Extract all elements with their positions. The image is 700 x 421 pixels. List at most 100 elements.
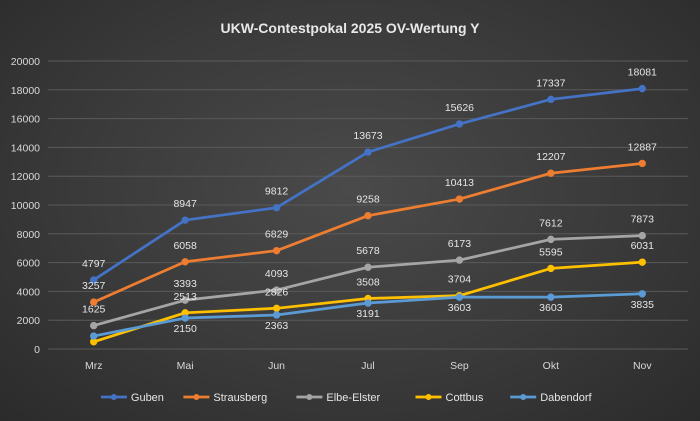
data-label: 7873 (631, 214, 655, 226)
y-tick-label: 14000 (11, 142, 40, 154)
y-tick-label: 0 (34, 344, 40, 356)
legend-marker (306, 394, 313, 400)
data-point-dabendorf (181, 314, 189, 322)
data-point-dabendorf (90, 332, 98, 340)
data-point-guben (272, 204, 281, 212)
data-label: 4797 (82, 258, 106, 270)
data-point-elbe-elster (181, 296, 189, 304)
data-label: 6031 (631, 240, 655, 252)
data-label: 4093 (265, 268, 289, 280)
legend: Guben Strausberg Elbe-Elster Cottbus Dabendo… (100, 392, 593, 404)
y-tick-label: 12000 (11, 171, 40, 183)
data-label: 5595 (539, 246, 563, 258)
data-point-strausberg (455, 195, 464, 203)
legend-marker (110, 394, 117, 400)
x-tick-label: Nov (633, 360, 652, 372)
chart-title: UKW-Contestpokal 2025 OV-Wertung Y (220, 20, 480, 36)
data-label: 7612 (539, 217, 563, 229)
data-point-elbe-elster (272, 286, 281, 294)
legend-marker (193, 394, 200, 400)
legend-item-strausberg: Strausberg (183, 392, 267, 404)
y-axis-ticks: 0 2000 4000 6000 8000 10000 12000 14000 16000 180… (11, 56, 40, 356)
y-tick-label: 18000 (11, 85, 40, 97)
data-point-guben (181, 216, 189, 224)
legend-item-cottbus: Cottbus (415, 392, 484, 404)
legend-label: Dabendorf (540, 392, 592, 404)
series-dabendorf (90, 290, 646, 340)
data-label: 3704 (448, 274, 472, 286)
data-label: 6173 (448, 238, 472, 250)
x-tick-label: Okt (543, 360, 559, 372)
data-point-cottbus (272, 304, 281, 313)
data-label: 2513 (173, 291, 197, 303)
data-label: 9258 (356, 194, 380, 206)
data-label: 12887 (628, 141, 657, 153)
data-point-strausberg (90, 298, 98, 306)
data-label: 2150 (173, 323, 197, 335)
legend-label: Cottbus (446, 392, 484, 404)
data-label: 3603 (448, 302, 472, 314)
data-label: 10413 (445, 177, 474, 189)
series-elbe-elster (90, 231, 646, 330)
legend-marker (425, 394, 432, 400)
x-tick-label: Mai (177, 360, 194, 372)
legend-label: Guben (131, 392, 164, 404)
x-axis-ticks: Mrz Mai Jun Jul Sep Okt Nov (85, 360, 652, 372)
y-tick-label: 16000 (11, 114, 40, 126)
data-point-dabendorf (455, 293, 464, 301)
data-point-guben (638, 84, 646, 93)
x-tick-label: Jun (268, 360, 285, 372)
series-guben (90, 84, 646, 284)
data-label: 2363 (265, 320, 289, 332)
data-label: 15626 (445, 102, 474, 114)
data-label: 3393 (173, 278, 197, 290)
data-point-guben (547, 95, 555, 104)
data-label: 17337 (536, 77, 565, 89)
data-point-dabendorf (638, 290, 646, 298)
series-lines (90, 84, 646, 346)
y-tick-label: 20000 (11, 56, 40, 68)
y-tick-label: 4000 (17, 286, 41, 298)
y-tick-label: 10000 (11, 200, 40, 212)
legend-item-guben: Guben (100, 392, 164, 404)
series-strausberg (90, 159, 646, 306)
data-label: 13673 (353, 130, 382, 142)
data-point-cottbus (638, 258, 646, 266)
data-label: 3257 (82, 280, 106, 292)
legend-item-elbe-elster: Elbe-Elster (296, 392, 381, 404)
data-label: 3835 (631, 299, 655, 311)
data-point-elbe-elster (455, 256, 464, 264)
x-tick-label: Jul (361, 360, 374, 372)
y-tick-label: 2000 (17, 315, 41, 327)
data-label: 3508 (356, 276, 380, 288)
legend-label: Elbe-Elster (326, 392, 380, 404)
legend-marker (520, 394, 527, 400)
y-tick-label: 6000 (17, 258, 41, 270)
data-point-guben (455, 120, 464, 128)
gridlines (48, 60, 688, 350)
legend-label: Strausberg (213, 392, 267, 404)
data-point-strausberg (547, 169, 555, 177)
data-point-strausberg (364, 211, 372, 220)
data-point-strausberg (272, 246, 281, 255)
data-point-elbe-elster (364, 263, 372, 271)
y-tick-label: 8000 (17, 229, 41, 241)
data-point-dabendorf (272, 311, 281, 319)
data-label: 12207 (536, 151, 565, 163)
data-point-guben (90, 276, 98, 284)
legend-item-dabendorf: Dabendorf (510, 392, 593, 404)
data-label: 18081 (628, 67, 657, 79)
data-point-elbe-elster (90, 321, 98, 330)
x-tick-label: Mrz (85, 360, 103, 372)
data-point-elbe-elster (547, 235, 555, 244)
data-point-elbe-elster (638, 231, 646, 240)
data-label: 6829 (265, 229, 289, 241)
data-point-strausberg (181, 258, 189, 266)
data-label: 1625 (82, 304, 106, 316)
data-point-dabendorf (364, 299, 372, 307)
data-point-cottbus (547, 264, 555, 273)
data-label: 3191 (356, 308, 380, 320)
data-point-guben (364, 148, 372, 156)
series-cottbus (90, 258, 646, 346)
